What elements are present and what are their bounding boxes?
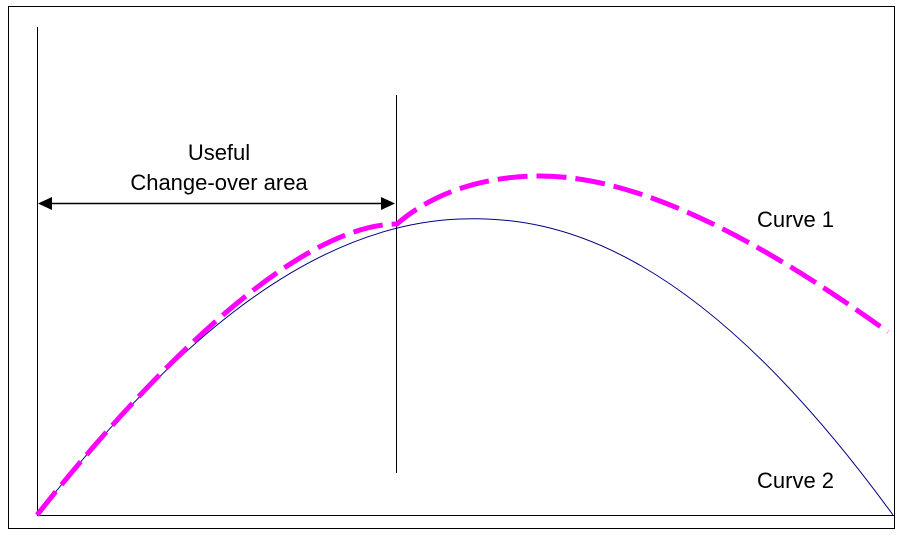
diagram-border [8, 6, 895, 529]
annotation-line-2: Change-over area [130, 170, 308, 195]
curve-2-label: Curve 2 [757, 468, 834, 493]
curve-1-line [35, 173, 890, 517]
change-over-arrow-right-head [381, 197, 395, 210]
change-over-arrow-left-head [38, 197, 52, 210]
annotation-line-1: Useful [188, 140, 250, 165]
curve-1-label: Curve 1 [757, 207, 834, 232]
